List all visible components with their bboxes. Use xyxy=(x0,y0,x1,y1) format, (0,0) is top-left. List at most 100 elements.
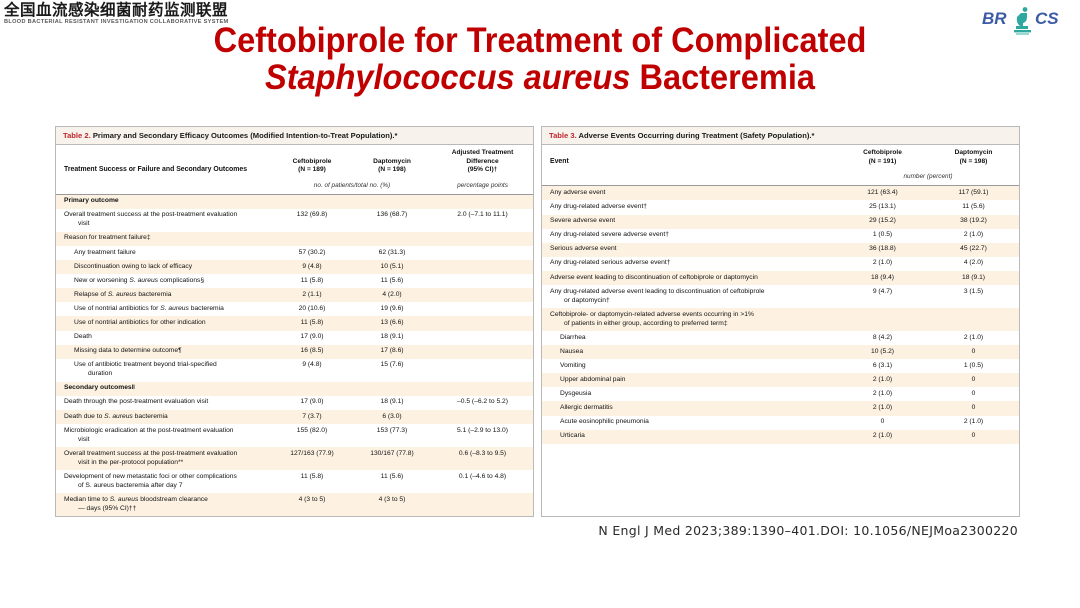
row-value-1: 2 (1.0) xyxy=(872,404,893,412)
row-value-1: 18 (9.4) xyxy=(870,273,895,281)
row-value-1: 17 (9.0) xyxy=(300,398,324,406)
row-label: Acute eosinophilic pneumonia xyxy=(560,418,649,426)
row-value-1: 2 (1.1) xyxy=(302,290,322,298)
table-3-caption-text: Adverse Events Occurring during Treatmen… xyxy=(578,131,815,140)
row-value-1: 0 xyxy=(880,418,885,426)
row-label: Any drug-related severe adverse event† xyxy=(550,231,669,239)
row-value-2 xyxy=(352,232,432,246)
table-row: Any drug-related adverse event† 25 (13.1)… xyxy=(542,200,1019,215)
row-value-1: 29 (15.2) xyxy=(869,217,896,225)
table-row: Urticaria 2 (1.0) 0 xyxy=(542,429,1019,444)
table-2-number: Table 2. xyxy=(63,131,91,140)
row-value-2: 2 (1.0) xyxy=(963,231,984,239)
microscope-icon xyxy=(1014,7,1031,35)
table-row: Vomiting 6 (3.1) 1 (0.5) xyxy=(542,359,1019,374)
row-value-1: 11 (5.8) xyxy=(300,276,324,284)
org-name-chinese: 全国血流感染细菌耐药监测联盟 xyxy=(4,1,229,19)
row-label-continuation: of patients in either group, according t… xyxy=(564,319,728,327)
row-label: Missing data to determine outcome¶ xyxy=(74,347,182,355)
table-2-col-ceftobiprole-l1: Ceftobiprole xyxy=(292,157,332,165)
row-value-1 xyxy=(272,382,352,396)
table-3-header-row: Event Ceftobiprole (N = 191) Daptomycin … xyxy=(542,145,1019,168)
row-label: Use of antibiotic treatment beyond trial… xyxy=(56,359,272,382)
row-label: Any treatment failure xyxy=(74,248,136,256)
row-value-2: 2 (1.0) xyxy=(963,418,984,426)
row-label: Nausea xyxy=(560,347,584,355)
row-value-1: 6 (3.1) xyxy=(872,361,893,369)
row-label-continuation: visit xyxy=(78,220,90,228)
row-value-2: 19 (9.6) xyxy=(380,304,404,312)
row-value-1: 7 (3.7) xyxy=(302,412,322,420)
row-value-3: –0.5 (–6.2 to 5.2) xyxy=(457,398,508,406)
table-row: Death through the post-treatment evaluat… xyxy=(56,395,533,410)
table-row: Any treatment failure 57 (30.2) 62 (31.3) xyxy=(56,245,533,261)
row-value-1: 25 (13.1) xyxy=(869,203,896,211)
row-label: Median time to S. aureus bloodstream cle… xyxy=(56,493,272,516)
species-italic: S. aureus xyxy=(104,412,133,420)
table-row: Median time to S. aureus bloodstream cle… xyxy=(56,493,533,516)
row-value-1: 9 (4.7) xyxy=(872,287,893,295)
row-value-1: 20 (10.6) xyxy=(298,304,326,312)
table-2-unit-right: percentage points xyxy=(432,176,533,195)
table-row: Missing data to determine outcome¶ 16 (8.… xyxy=(56,344,533,359)
title-species-italic: Staphylococcus aureus xyxy=(264,58,631,97)
row-value-3 xyxy=(432,493,533,516)
svg-text:BR: BR xyxy=(982,9,1007,28)
table-2-unit-blank xyxy=(56,176,272,195)
row-value-3: 0.6 (–8.3 to 9.5) xyxy=(458,449,507,457)
row-label: Discontinuation owing to lack of efficac… xyxy=(74,262,193,270)
table-row: Adverse event leading to discontinuation… xyxy=(542,270,1019,286)
row-value-2: 153 (77.3) xyxy=(376,426,408,434)
row-value-3 xyxy=(432,345,533,359)
table-row: Secondary outcomes‖ xyxy=(56,381,533,396)
table-row: Development of new metastatic foci or ot… xyxy=(56,470,533,494)
row-label: Dysgeusia xyxy=(560,389,592,397)
table-row: Overall treatment success at the post-tr… xyxy=(56,447,533,471)
row-value-1: 2 (1.0) xyxy=(872,375,893,383)
row-label-continuation: duration xyxy=(88,370,113,378)
table-2-col-difference-l2: Difference xyxy=(466,157,499,165)
table-3-col-ceftobiprole: Ceftobiprole (N = 191) xyxy=(837,145,928,168)
page-title: Ceftobiprole for Treatment of Complicate… xyxy=(0,22,1080,96)
row-value-2: 2 (1.0) xyxy=(963,333,984,341)
table-2-unit-row: no. of patients/total no. (%) percentage… xyxy=(56,176,533,195)
row-value-1: 1 (0.5) xyxy=(872,231,893,239)
row-value-3 xyxy=(432,194,533,209)
table-row: Microbiologic eradication at the post-tr… xyxy=(56,424,533,448)
row-value-2 xyxy=(352,194,432,209)
title-line-2-rest: Bacteremia xyxy=(639,58,815,97)
row-label: Any adverse event xyxy=(550,188,606,196)
row-label: Overall treatment success at the post-tr… xyxy=(56,447,272,470)
row-value-2: 4 (3 to 5) xyxy=(378,495,406,503)
row-value-2: 130/167 (77.8) xyxy=(370,449,414,457)
row-value-1: 17 (9.0) xyxy=(300,333,324,341)
row-label-continuation: visit in the per-protocol population** xyxy=(78,458,184,466)
row-value-2: 11 (5.6) xyxy=(380,472,404,480)
table-3-unit-row: number (percent) xyxy=(542,168,1019,187)
species-italic: S. aureus xyxy=(160,304,189,312)
row-value-2: 15 (7.6) xyxy=(380,361,404,369)
table-row: Use of nontrial antibiotics for other in… xyxy=(56,316,533,331)
table-row: Allergic dermatitis 2 (1.0) 0 xyxy=(542,401,1019,416)
row-value-1: 155 (82.0) xyxy=(296,426,328,434)
row-value-2: 0 xyxy=(971,432,976,440)
row-value-2: 11 (5.6) xyxy=(962,203,985,211)
row-value-2: 4 (2.0) xyxy=(963,259,984,267)
table-row: Severe adverse event 29 (15.2) 38 (19.2) xyxy=(542,214,1019,229)
row-label: Microbiologic eradication at the post-tr… xyxy=(56,424,272,447)
row-label: Upper abdominal pain xyxy=(560,375,626,383)
svg-text:CS: CS xyxy=(1035,9,1059,28)
row-value-1: 121 (63.4) xyxy=(867,188,898,196)
row-value-1: 36 (18.8) xyxy=(869,245,896,253)
table-3-body: Any adverse event 121 (63.4) 117 (59.1) Any… xyxy=(542,185,1019,444)
row-value-1 xyxy=(837,308,928,331)
row-value-1: 16 (8.5) xyxy=(300,347,324,355)
table-row: Primary outcome xyxy=(56,194,533,209)
row-value-1: 132 (69.8) xyxy=(296,211,328,219)
row-value-2: 10 (5.1) xyxy=(380,262,404,270)
row-value-1: 9 (4.8) xyxy=(302,361,322,369)
table-row: Dysgeusia 2 (1.0) 0 xyxy=(542,387,1019,402)
row-value-2: 62 (31.3) xyxy=(378,248,406,256)
table-row: New or worsening S. aureus complications… xyxy=(56,274,533,289)
row-label-continuation: of S. aureus bacteremia after day 7 xyxy=(78,481,183,489)
